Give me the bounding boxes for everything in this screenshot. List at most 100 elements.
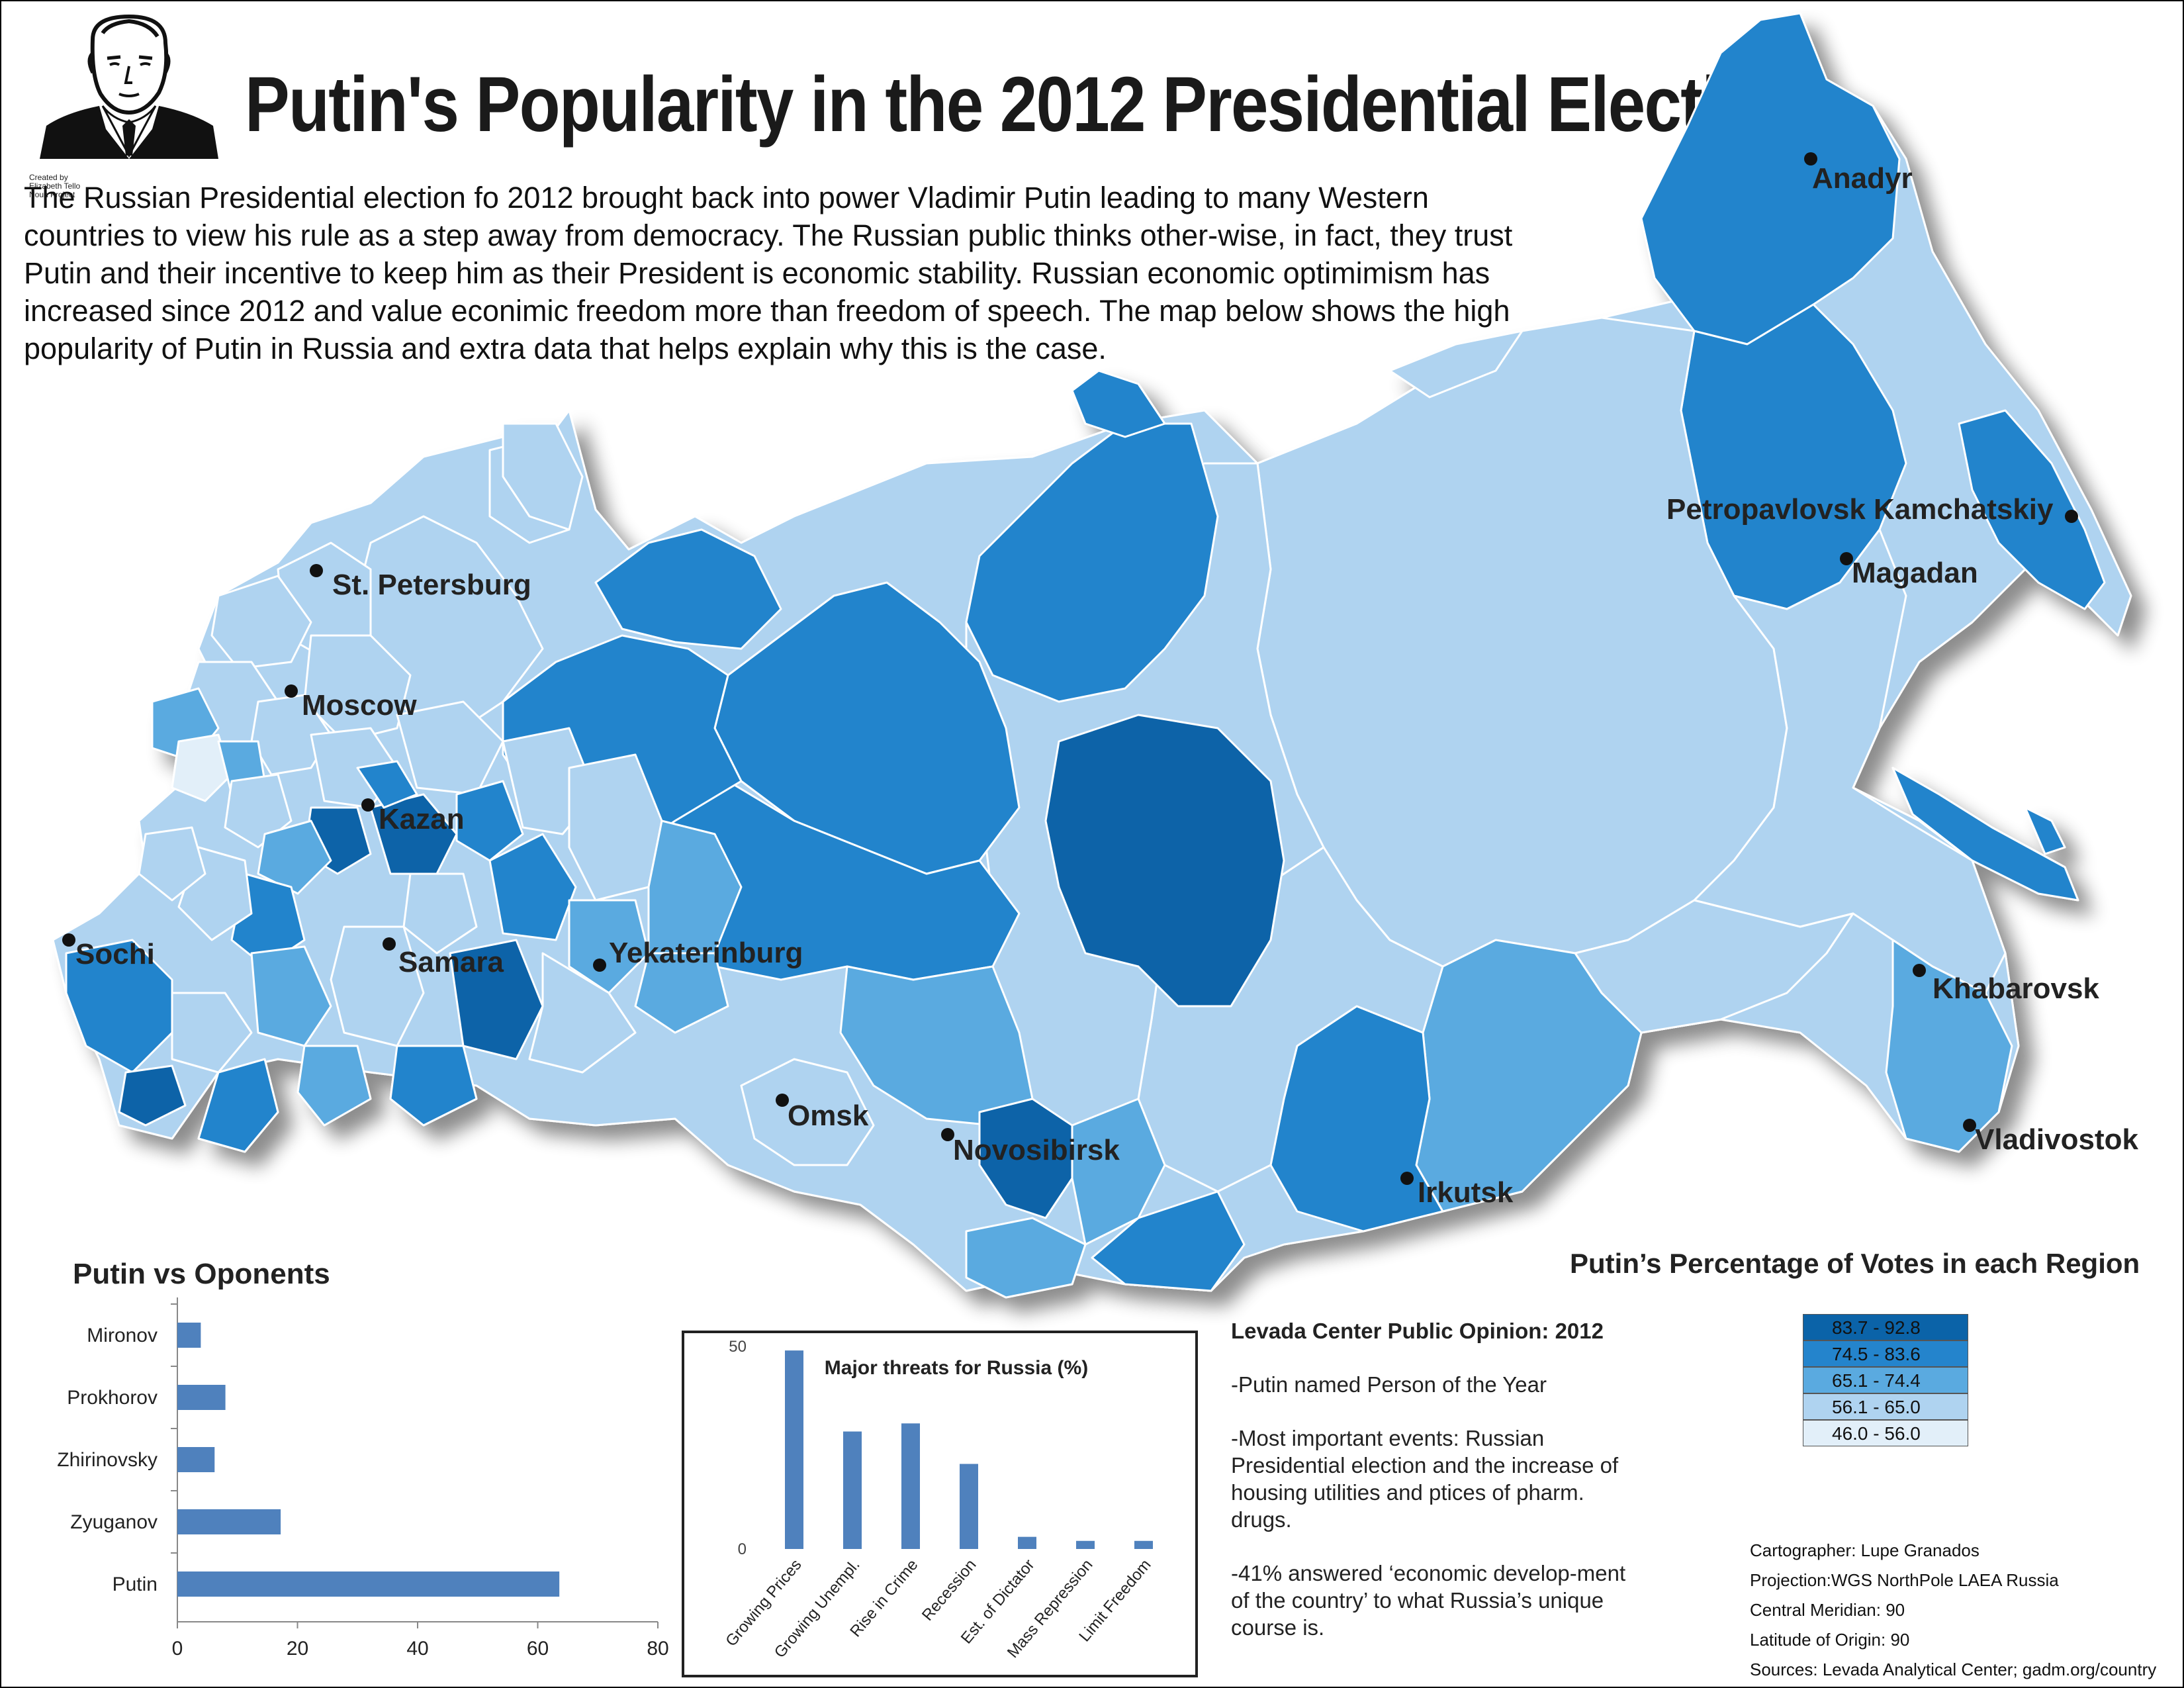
city-label: Samara [398, 946, 504, 978]
region-altai [965, 1217, 1087, 1299]
bar [177, 1385, 226, 1410]
region-omsk [740, 1058, 875, 1166]
region-krasnodar [65, 939, 173, 1074]
x-tick-label: 20 [287, 1638, 308, 1660]
city-label: Kazan [379, 803, 465, 835]
city-label: Sochi [75, 938, 155, 970]
region-kamchatka [1958, 409, 2106, 610]
city-label: Magadan [1852, 557, 1978, 589]
region-leningrad [210, 575, 312, 670]
bar [843, 1431, 862, 1549]
city-label: Petropavlovsk Kamchatskiy [1666, 493, 2054, 526]
city-dot [1400, 1172, 1414, 1185]
x-tick-label: 40 [406, 1638, 428, 1660]
bar [1076, 1540, 1095, 1549]
legend-label: 46.0 - 56.0 [1832, 1423, 1921, 1444]
city-dot [285, 684, 298, 698]
city-dot [941, 1128, 954, 1141]
putin-portrait-icon [40, 14, 218, 159]
y-tick-label: 50 [729, 1338, 747, 1356]
city-dot [1963, 1119, 1976, 1132]
bar [960, 1464, 978, 1549]
city-dot [1840, 552, 1853, 565]
category-label: Mironov [87, 1325, 158, 1346]
chart-title: Major threats for Russia (%) [825, 1357, 1088, 1379]
category-label: Zyuganov [70, 1511, 158, 1533]
bar [785, 1350, 803, 1549]
city-dot [383, 937, 396, 951]
map-credits: Cartographer: Lupe Granados Projection:W… [1750, 1536, 2156, 1685]
city-dot [1804, 152, 1817, 165]
legend-swatch [1803, 1314, 1968, 1340]
legend-label: 83.7 - 92.8 [1832, 1317, 1921, 1338]
city-dot [62, 933, 75, 947]
region-astrakhan [389, 1045, 478, 1127]
region-chukotka [1640, 12, 1901, 346]
city-dot [1913, 964, 1926, 977]
region-chuvashia [356, 760, 418, 809]
credit-line: Central Meridian: 90 [1750, 1600, 1905, 1620]
region-chelyabinsk [568, 899, 650, 994]
region-tatarstan [369, 793, 458, 875]
legend-swatch [1803, 1393, 1968, 1420]
bar [901, 1423, 920, 1549]
city-label: Omsk [788, 1100, 869, 1132]
threats-chart-frame [682, 1331, 1198, 1677]
levada-item: -Putin named Person of the Year [1231, 1372, 1547, 1397]
city-label: St. Petersburg [332, 569, 531, 601]
city-label: Anadyr [1812, 162, 1913, 195]
region-orenburg [528, 952, 637, 1074]
city-labels: St. Petersburg Moscow Kazan Sochi Samara… [75, 162, 2138, 1209]
region-rostov [250, 945, 332, 1047]
city-dot [361, 798, 375, 812]
city-label: Irkutsk [1418, 1176, 1514, 1209]
city-markers [62, 152, 2078, 1185]
region-kola [502, 422, 584, 531]
city-label: Moscow [302, 689, 417, 722]
region-chechnya [118, 1064, 187, 1127]
credit-line: Latitude of Origin: 90 [1750, 1630, 1910, 1650]
portrait-credit: Created by Elizabeth Tello Noun Project [29, 173, 81, 199]
region-franz-josef [1388, 330, 1524, 399]
intro-text: The Russian Presidential election fo 201… [24, 181, 1513, 365]
region-sakhalin [1891, 767, 2079, 902]
city-dot [593, 959, 606, 972]
vote-chart-title: Putin vs Oponents [73, 1258, 330, 1290]
legend-label: 74.5 - 83.6 [1832, 1344, 1921, 1364]
legend-title: Putin’s Percentage of Votes in each Regi… [1570, 1248, 2140, 1279]
credit-line: Sources: Levada Analytical Center; gadm.… [1750, 1660, 2157, 1679]
region-tyumen-south [647, 820, 743, 955]
levada-item: -Most important events: Russian Presiden… [1231, 1426, 1619, 1532]
region-primorye [1885, 939, 2013, 1153]
city-label: Yekaterinburg [609, 937, 803, 969]
region-ryazan [257, 820, 332, 895]
bar [1018, 1536, 1036, 1549]
vote-bar-chart: 0 20 40 60 80 Mironov Prokhorov Zhirinovsky Zyug… [57, 1297, 669, 1660]
legend-swatch [1803, 1420, 1968, 1446]
region-kalmykia [296, 1045, 372, 1127]
legend-swatch [1803, 1340, 1968, 1367]
city-dot [310, 564, 323, 577]
city-label: Vladivostok [1975, 1123, 2138, 1156]
region-samara [402, 872, 478, 955]
region-evenkia [1044, 714, 1285, 1008]
region-khanty-mansi [660, 780, 1021, 981]
x-tick-label: 0 [172, 1638, 183, 1660]
region-nenets [594, 528, 782, 650]
region-tuva [1091, 1190, 1246, 1292]
region-saratov [449, 939, 544, 1060]
legend-label: 65.1 - 74.4 [1832, 1370, 1921, 1391]
region-stavropol [171, 992, 253, 1074]
bar [177, 1447, 215, 1472]
category-label: Recession [919, 1556, 980, 1624]
legend-swatch [1803, 1367, 1968, 1393]
levada-opinion-block: Levada Center Public Opinion: 2012 -Puti… [1231, 1317, 1628, 1667]
levada-heading: Levada Center Public Opinion: 2012 [1231, 1319, 1604, 1343]
x-tick-label: 80 [647, 1638, 668, 1660]
city-dot [2065, 510, 2078, 523]
region-kuril [2024, 806, 2066, 855]
region-novaya-zemlya [1071, 369, 1166, 438]
region-dagestan [197, 1058, 279, 1153]
